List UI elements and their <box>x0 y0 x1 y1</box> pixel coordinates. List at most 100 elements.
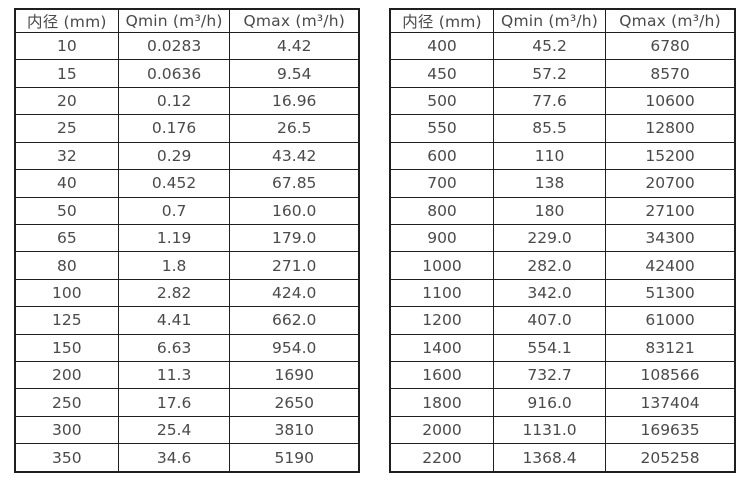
table-cell: 10600 <box>605 86 736 116</box>
table-cell: 138 <box>492 169 607 198</box>
table-cell: 350 <box>14 443 119 473</box>
table-cell: 108566 <box>605 361 736 390</box>
table-cell: 205258 <box>605 443 736 473</box>
table-cell: 34.6 <box>117 443 231 473</box>
table-cell: 662.0 <box>229 306 360 335</box>
table-cell: 1131.0 <box>492 415 607 445</box>
table-cell: 0.0283 <box>117 31 231 61</box>
header-row: 内径 (mm) Qmin (m³/h) Qmax (m³/h) <box>389 8 736 33</box>
table-cell: 5190 <box>229 443 360 473</box>
table-row: 80 1.8 271.0 <box>14 251 360 280</box>
table-cell: 4.41 <box>117 306 231 335</box>
table-cell: 8570 <box>605 59 736 88</box>
table-row: 300 25.4 3810 <box>14 415 360 445</box>
table-row: 1100 342.0 51300 <box>389 278 736 308</box>
table-cell: 1100 <box>389 278 494 308</box>
table-row: 1400 554.1 83121 <box>389 333 736 363</box>
table-cell: 229.0 <box>492 223 607 253</box>
table-row: 450 57.2 8570 <box>389 59 736 88</box>
table-cell: 424.0 <box>229 278 360 308</box>
table-cell: 0.176 <box>117 114 231 143</box>
table-row: 20 0.12 16.96 <box>14 86 360 116</box>
table-cell: 250 <box>14 388 119 417</box>
table-row: 2000 1131.0 169635 <box>389 415 736 445</box>
table-cell: 17.6 <box>117 388 231 417</box>
table-cell: 0.29 <box>117 141 231 171</box>
table-cell: 125 <box>14 306 119 335</box>
table-cell: 1200 <box>389 306 494 335</box>
table-cell: 550 <box>389 114 494 143</box>
table-cell: 0.7 <box>117 196 231 225</box>
table-cell: 6.63 <box>117 333 231 363</box>
column-header: 内径 (mm) <box>389 8 494 33</box>
table-cell: 100 <box>14 278 119 308</box>
table-row: 700 138 20700 <box>389 169 736 198</box>
table-cell: 282.0 <box>492 251 607 280</box>
column-header: Qmin (m³/h) <box>492 8 607 33</box>
table-row: 40 0.452 67.85 <box>14 169 360 198</box>
table-cell: 27100 <box>605 196 736 225</box>
table-row: 350 34.6 5190 <box>14 443 360 473</box>
table-cell: 51300 <box>605 278 736 308</box>
table-cell: 12800 <box>605 114 736 143</box>
table-cell: 700 <box>389 169 494 198</box>
table-cell: 1000 <box>389 251 494 280</box>
table-row: 600 110 15200 <box>389 141 736 171</box>
table-cell: 110 <box>492 141 607 171</box>
table-cell: 43.42 <box>229 141 360 171</box>
table-row: 15 0.0636 9.54 <box>14 59 360 88</box>
table-cell: 9.54 <box>229 59 360 88</box>
table-row: 32 0.29 43.42 <box>14 141 360 171</box>
table-row: 2200 1368.4 205258 <box>389 443 736 473</box>
table-cell: 77.6 <box>492 86 607 116</box>
table-cell: 180 <box>492 196 607 225</box>
table-row: 65 1.19 179.0 <box>14 223 360 253</box>
table-row: 100 2.82 424.0 <box>14 278 360 308</box>
table-cell: 954.0 <box>229 333 360 363</box>
table-cell: 26.5 <box>229 114 360 143</box>
table-row: 250 17.6 2650 <box>14 388 360 417</box>
table-cell: 0.0636 <box>117 59 231 88</box>
table-row: 1000 282.0 42400 <box>389 251 736 280</box>
table-cell: 2200 <box>389 443 494 473</box>
table-row: 550 85.5 12800 <box>389 114 736 143</box>
table-cell: 4.42 <box>229 31 360 61</box>
table-cell: 1690 <box>229 361 360 390</box>
table-cell: 42400 <box>605 251 736 280</box>
table-cell: 1800 <box>389 388 494 417</box>
table-cell: 80 <box>14 251 119 280</box>
table-cell: 16.96 <box>229 86 360 116</box>
column-header: 内径 (mm) <box>14 8 119 33</box>
table-cell: 800 <box>389 196 494 225</box>
table-cell: 160.0 <box>229 196 360 225</box>
table-cell: 67.85 <box>229 169 360 198</box>
table-cell: 400 <box>389 31 494 61</box>
table-cell: 342.0 <box>492 278 607 308</box>
table-cell: 407.0 <box>492 306 607 335</box>
table-cell: 200 <box>14 361 119 390</box>
table-cell: 916.0 <box>492 388 607 417</box>
table-cell: 2650 <box>229 388 360 417</box>
table-row: 10 0.0283 4.42 <box>14 31 360 61</box>
table-row: 800 180 27100 <box>389 196 736 225</box>
table-row: 50 0.7 160.0 <box>14 196 360 225</box>
table-cell: 450 <box>389 59 494 88</box>
table-cell: 10 <box>14 31 119 61</box>
table-cell: 600 <box>389 141 494 171</box>
column-header: Qmin (m³/h) <box>117 8 231 33</box>
table-cell: 900 <box>389 223 494 253</box>
table-cell: 45.2 <box>492 31 607 61</box>
table-cell: 11.3 <box>117 361 231 390</box>
table-cell: 20700 <box>605 169 736 198</box>
table-cell: 2.82 <box>117 278 231 308</box>
flow-rate-table-large-diameters: 内径 (mm) Qmin (m³/h) Qmax (m³/h) 400 45.2 6780… <box>389 8 736 473</box>
table-cell: 150 <box>14 333 119 363</box>
table-cell: 2000 <box>389 415 494 445</box>
table-cell: 3810 <box>229 415 360 445</box>
table-cell: 179.0 <box>229 223 360 253</box>
table-cell: 6780 <box>605 31 736 61</box>
table-cell: 1.8 <box>117 251 231 280</box>
table-cell: 1600 <box>389 361 494 390</box>
table-cell: 20 <box>14 86 119 116</box>
